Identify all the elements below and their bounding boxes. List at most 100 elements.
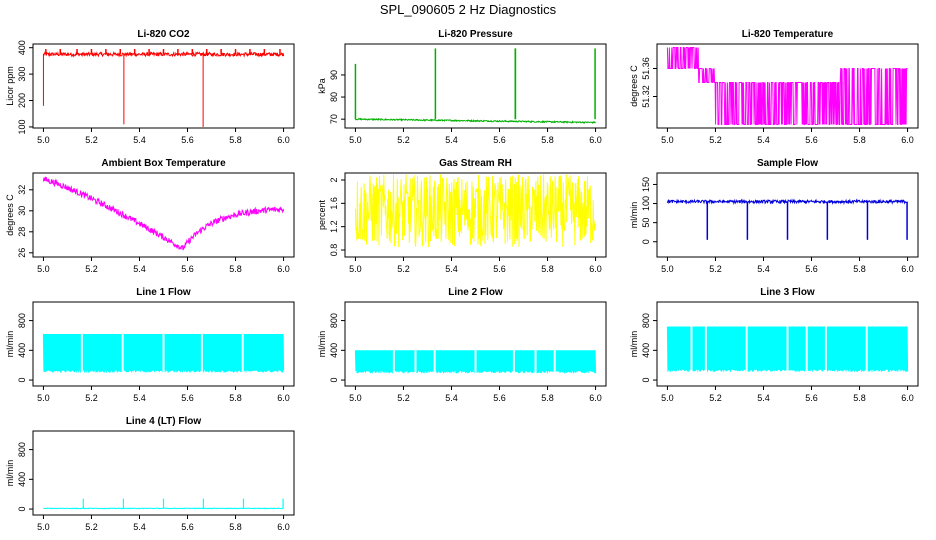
figure-title: SPL_090605 2 Hz Diagnostics [379,2,557,17]
y-tick-label: 200 [17,93,27,108]
plot-frame [344,43,607,129]
x-tick-label: 5.4 [445,135,458,145]
x-tick-label: 5.6 [181,264,194,274]
y-tick-label: 0.8 [329,244,339,257]
gap-mark [162,313,165,381]
data-series [354,117,596,124]
y-axis-label: ml/min [629,331,639,358]
gap-mark [512,313,515,381]
x-tick-label: 5.8 [853,393,866,403]
y-tick-label: 2 [329,177,339,182]
x-tick-label: 5.0 [37,135,50,145]
x-tick-label: 6.0 [277,135,290,145]
y-tick-label: 800 [329,313,339,328]
x-tick-label: 5.2 [709,135,722,145]
y-tick-label: 32 [17,185,27,195]
y-axis-label: kPa [317,78,327,94]
data-series [354,174,597,248]
x-tick-label: 5.2 [709,393,722,403]
x-tick-label: 5.4 [757,393,770,403]
y-tick-label: 1.6 [329,197,339,210]
gap-mark [392,313,395,381]
y-tick-label: 150 [641,177,651,192]
y-tick-label: 28 [17,227,27,237]
gap-mark [805,313,808,381]
x-tick-label: 5.4 [133,393,146,403]
x-tick-label: 5.0 [349,264,362,274]
plot-frame [32,43,295,129]
x-tick-label: 5.8 [853,135,866,145]
chart-title: Li-820 Pressure [438,29,513,40]
x-tick-label: 5.2 [397,264,410,274]
x-tick-label: 5.2 [85,264,98,274]
x-tick-label: 5.0 [349,135,362,145]
chart-title: Line 2 Flow [448,287,503,298]
x-tick-label: 6.0 [589,135,602,145]
x-tick-label: 5.2 [397,393,410,403]
x-tick-label: 5.4 [133,264,146,274]
chart-title: Li-820 CO2 [137,29,190,40]
gap-mark [786,313,789,381]
plot-frame [656,301,919,387]
x-tick-label: 5.0 [37,522,50,532]
gap-mark [865,313,868,381]
y-axis-label: ml/min [5,460,15,487]
data-series [666,47,908,125]
x-tick-label: 5.8 [541,393,554,403]
gap-mark [414,313,417,381]
chart-title: Line 1 Flow [136,287,191,298]
y-tick-label: 400 [17,40,27,55]
y-axis-label: Licor ppm [5,66,15,106]
x-tick-label: 5.0 [661,264,674,274]
y-tick-label: 800 [17,442,27,457]
x-tick-label: 5.4 [445,393,458,403]
y-tick-label: 400 [641,343,651,358]
x-tick-label: 5.4 [757,264,770,274]
chart-title: Line 4 (LT) Flow [126,416,202,427]
x-tick-label: 6.0 [901,264,914,274]
x-tick-label: 5.0 [349,393,362,403]
x-tick-label: 5.4 [445,264,458,274]
data-series [42,176,285,251]
gap-mark [534,313,537,381]
x-tick-label: 5.0 [37,264,50,274]
y-tick-label: 1.2 [329,220,339,233]
y-axis-label: degrees C [5,194,15,236]
x-tick-label: 5.6 [805,264,818,274]
x-tick-label: 5.6 [805,135,818,145]
y-tick-label: 0 [329,378,339,383]
plot-frame [656,43,919,129]
y-tick-label: 70 [329,114,339,124]
y-tick-label: 50 [641,218,651,228]
x-tick-label: 5.6 [181,522,194,532]
chart-title: Gas Stream RH [439,158,512,169]
x-tick-label: 5.8 [229,264,242,274]
y-tick-label: 800 [641,313,651,328]
y-tick-label: 0 [17,378,27,383]
gap-mark [704,313,707,381]
chart-title: Sample Flow [757,158,818,169]
x-tick-label: 6.0 [277,393,290,403]
x-tick-label: 5.6 [493,393,506,403]
y-axis-label: ml/min [629,202,639,229]
x-tick-label: 5.2 [85,135,98,145]
y-tick-label: 400 [17,472,27,487]
x-tick-label: 5.0 [661,393,674,403]
y-tick-label: 26 [17,248,27,258]
x-tick-label: 5.4 [757,135,770,145]
x-tick-label: 5.8 [853,264,866,274]
y-axis-label: degrees C [629,65,639,107]
plot-frame [344,301,607,387]
x-tick-label: 5.4 [133,522,146,532]
chart-title: Line 3 Flow [760,287,815,298]
x-tick-label: 6.0 [589,393,602,403]
x-tick-label: 5.6 [181,393,194,403]
